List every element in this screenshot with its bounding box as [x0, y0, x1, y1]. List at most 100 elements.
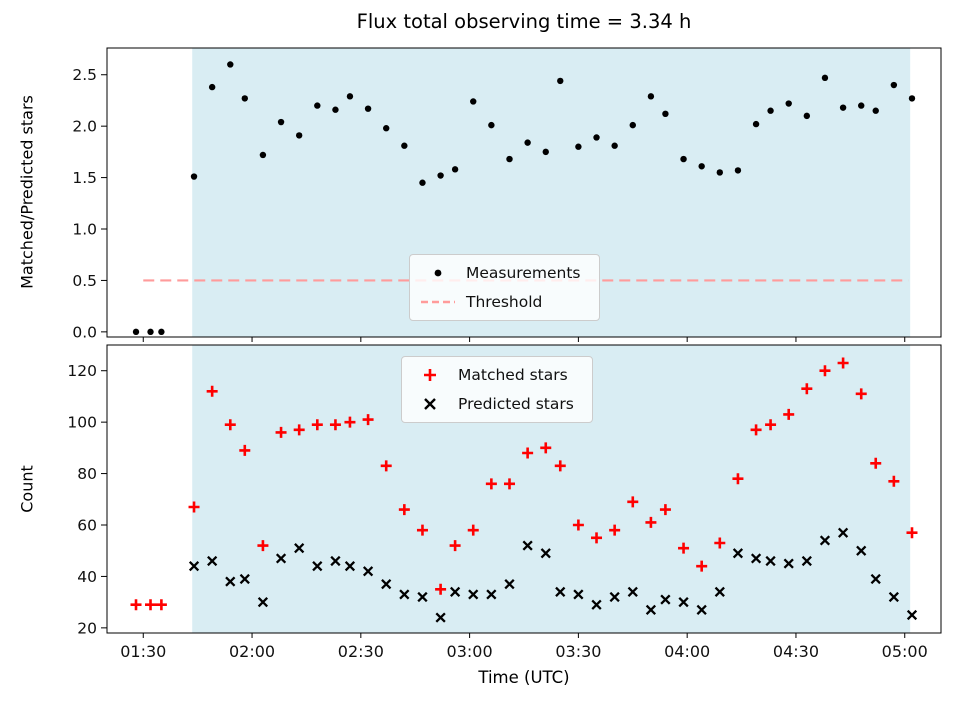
matched-stars-point — [678, 542, 690, 554]
predicted-stars-x-icon — [424, 398, 436, 410]
matched-stars-point — [503, 478, 515, 490]
threshold-dashed-line-icon — [421, 300, 455, 304]
x-tick-label: 02:00 — [229, 642, 275, 661]
x-tick-label: 04:00 — [664, 642, 710, 661]
predicted-stars-point — [678, 597, 689, 608]
predicted-stars-point — [801, 555, 812, 567]
measurements-point — [716, 169, 724, 176]
legend-label-predicted-stars: Predicted stars — [458, 395, 574, 413]
measurements-point — [542, 148, 549, 156]
predicted-stars-point — [888, 591, 899, 603]
measurements-point — [734, 167, 742, 174]
predicted-stars-point — [207, 555, 218, 567]
y-tick-label: 2.5 — [72, 66, 97, 84]
predicted-stars-point — [257, 597, 269, 608]
matched-stars-point — [888, 475, 900, 487]
legend-label-threshold: Threshold — [466, 293, 543, 311]
measurements-point — [132, 328, 140, 336]
predicted-stars-point — [468, 589, 479, 600]
chart-title: Flux total observing time = 3.34 h — [356, 10, 692, 33]
matched-stars-point — [540, 442, 552, 454]
measurements-point — [506, 155, 513, 163]
predicted-stars-point — [660, 594, 671, 605]
measurements-dot-icon — [434, 269, 442, 277]
measurements-point — [821, 74, 829, 82]
matched-stars-point — [398, 504, 410, 516]
matched-stars-point — [435, 583, 447, 595]
measurements-point — [190, 173, 198, 180]
measurements-point — [680, 155, 687, 163]
predicted-stars-point — [449, 586, 461, 597]
predicted-stars-point — [627, 586, 638, 597]
measurements-point — [158, 328, 165, 336]
matched-stars-point — [659, 504, 671, 516]
matched-stars-point — [155, 599, 167, 611]
matched-stars-point — [485, 478, 497, 490]
predicted-stars-point — [330, 555, 341, 567]
x-axis-label: Time (UTC) — [478, 668, 570, 687]
predicted-stars-point — [417, 591, 428, 603]
predicted-stars-point — [819, 535, 831, 546]
matched-stars-point — [522, 447, 534, 459]
matched-stars-point — [188, 501, 200, 513]
x-tick-label: 03:30 — [555, 642, 601, 661]
matched-stars-point — [906, 527, 918, 539]
measurements-point — [364, 105, 372, 112]
x-tick-label: 04:30 — [773, 642, 819, 661]
y-tick-label: 20 — [77, 619, 97, 637]
predicted-stars-point — [555, 586, 566, 597]
measurements-point — [451, 166, 459, 173]
matched-stars-point — [572, 519, 584, 531]
measurements-point — [575, 143, 582, 150]
matched-stars-point — [750, 424, 762, 436]
measurements-point — [147, 328, 154, 336]
predicted-stars-point — [609, 591, 620, 603]
measurements-point — [314, 102, 321, 109]
measurements-point — [752, 120, 760, 128]
matched-stars-point — [554, 460, 566, 472]
legend-ratio-plot: Measurements Threshold — [409, 254, 600, 321]
measurements-point — [629, 121, 636, 129]
legend-entry-measurements: Measurements — [419, 263, 581, 283]
legend-entry-predicted-stars: Predicted stars — [411, 394, 574, 414]
legend-entry-threshold: Threshold — [419, 292, 581, 312]
measurements-point — [295, 132, 303, 139]
matched-stars-point — [609, 524, 621, 536]
y-tick-label: 0.5 — [72, 272, 97, 290]
y-tick-label: 0.0 — [72, 323, 97, 341]
x-tick-label: 03:00 — [447, 642, 493, 661]
matched-stars-point — [380, 460, 392, 472]
measurements-point — [401, 142, 408, 149]
measurements-point — [208, 83, 216, 91]
predicted-stars-point — [837, 527, 849, 538]
matched-stars-point — [206, 385, 218, 397]
legend-label-matched-stars: Matched stars — [458, 366, 568, 384]
measurements-point — [557, 77, 564, 85]
matched-stars-point — [449, 540, 461, 552]
legend-count-plot: Matched stars Predicted stars — [401, 356, 593, 423]
matched-stars-point — [239, 444, 251, 456]
matched-stars-point — [801, 383, 813, 395]
matched-stars-point — [467, 524, 479, 536]
axes-spines — [106, 47, 942, 338]
predicted-stars-point — [225, 576, 236, 587]
measurements-point — [259, 151, 267, 159]
measurements-point — [803, 112, 811, 120]
predicted-stars-point — [344, 561, 356, 572]
predicted-stars-point — [275, 553, 287, 564]
x-tick-label: 01:30 — [120, 642, 166, 661]
predicted-stars-point — [504, 579, 515, 590]
measurements-point — [241, 95, 248, 102]
predicted-stars-point — [399, 589, 410, 600]
predicted-stars-point — [435, 612, 446, 623]
measurements-point — [470, 98, 477, 105]
matched-stars-point — [855, 388, 867, 400]
x-tick-label: 02:30 — [338, 642, 384, 661]
measurements-point — [662, 110, 669, 118]
y-tick-label: 80 — [77, 465, 97, 483]
predicted-stars-point — [486, 589, 497, 600]
predicted-stars-point — [906, 609, 918, 621]
measurements-point — [839, 104, 847, 111]
measurements-point — [383, 125, 390, 132]
measurements-point — [419, 179, 426, 186]
